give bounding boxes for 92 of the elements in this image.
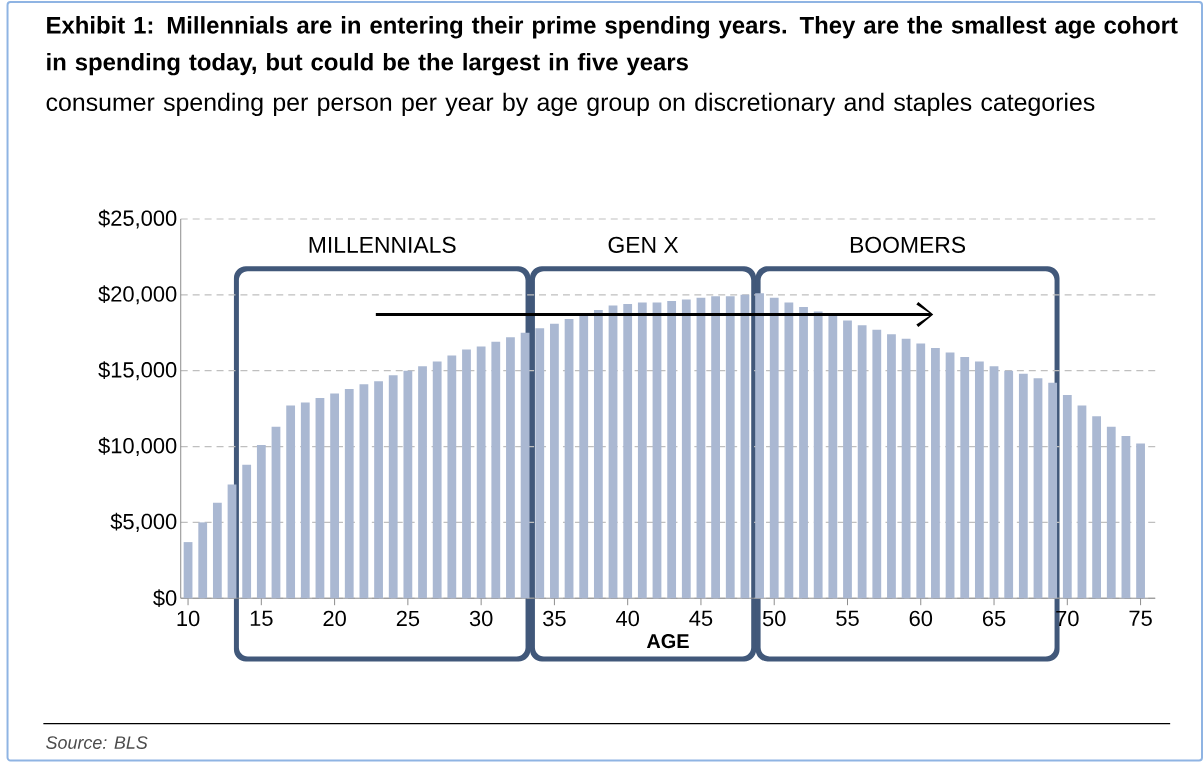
bar: [960, 356, 970, 598]
bar: [799, 306, 808, 598]
bar: [696, 297, 706, 598]
annotation: MILLENNIALS: [309, 236, 456, 253]
bar: [1004, 370, 1014, 598]
bar: [1048, 382, 1058, 598]
chart-subtitle: consumer spending per person per year by age group on discretionary and staples categories: [46, 92, 1095, 116]
bar: [652, 302, 662, 598]
bar: [300, 402, 310, 598]
bar: [374, 381, 383, 598]
x-tick-label: 30: [469, 610, 493, 626]
bar: [623, 303, 633, 598]
bar: [593, 309, 603, 598]
bar: [1077, 405, 1087, 598]
x-axis-title: AGE: [646, 633, 689, 648]
x-tick-label: 35: [543, 610, 566, 626]
bar: [1136, 443, 1145, 598]
y-tick-label: $0: [153, 589, 177, 607]
bar: [418, 365, 427, 598]
bar: [535, 327, 545, 598]
bar: [242, 464, 252, 598]
bar: [725, 296, 735, 598]
x-tick-label: 20: [323, 610, 346, 626]
bar: [1106, 426, 1116, 598]
bar: [432, 361, 442, 598]
bar: [989, 365, 999, 598]
bar: [447, 355, 457, 598]
bar: [608, 305, 618, 598]
bar: [813, 311, 823, 598]
bar: [388, 375, 398, 598]
y-tick-label: $10,000: [98, 436, 177, 456]
x-tick-label: 60: [909, 610, 933, 626]
chart-title: Exhibit 1: Millennials are in entering their prime spending years. They are the smallest age cohort in spending today, but could be the largest in five years: [47, 15, 1178, 76]
x-tick-label: 40: [616, 610, 639, 626]
bar: [711, 296, 720, 598]
bar: [520, 332, 530, 598]
y-tick-label: $20,000: [98, 285, 177, 305]
bar: [887, 334, 896, 598]
bar: [945, 352, 955, 598]
bar: [769, 297, 779, 598]
bar: [564, 318, 574, 598]
bar: [931, 347, 940, 598]
source-note: Source: BLS: [46, 735, 148, 749]
bar: [491, 341, 501, 598]
bar: [843, 320, 852, 598]
bar: [506, 337, 515, 598]
bar: [681, 299, 691, 598]
y-tick-label: $5,000: [110, 512, 177, 532]
x-tick-label: 10: [177, 610, 200, 626]
bar: [579, 315, 589, 598]
x-tick-label: 75: [1129, 610, 1152, 626]
y-tick-label: $15,000: [98, 360, 177, 380]
bar: [271, 426, 281, 598]
bar: [330, 393, 339, 598]
bar: [755, 293, 764, 598]
bar: [740, 294, 750, 598]
x-tick-label: 25: [396, 610, 420, 626]
bar: [974, 361, 984, 598]
bar: [784, 302, 794, 598]
bar: [403, 370, 413, 598]
bar: [828, 315, 838, 598]
x-tick-label: 15: [250, 610, 273, 626]
bar: [462, 349, 471, 598]
bar: [637, 302, 647, 598]
annotation: BOOMERS: [850, 236, 966, 253]
bar: [256, 444, 266, 598]
bar: [183, 541, 193, 598]
x-tick-label: 55: [836, 610, 859, 626]
bar: [901, 338, 911, 598]
x-tick-label: 45: [689, 610, 713, 626]
bar: [1092, 415, 1102, 598]
bar: [476, 346, 486, 598]
x-tick-label: 50: [762, 610, 786, 626]
bar: [1121, 435, 1131, 598]
bar: [359, 384, 369, 598]
bar: [344, 388, 354, 598]
bar: [872, 329, 882, 598]
bar: [667, 300, 677, 598]
bar: [857, 324, 867, 598]
bar: [550, 323, 559, 598]
bar: [1018, 373, 1028, 598]
bar: [916, 343, 926, 598]
bar: [198, 522, 208, 598]
annotation: GEN X: [608, 236, 679, 253]
bar: [227, 484, 237, 598]
bar: [1062, 394, 1072, 598]
bar: [212, 502, 222, 598]
bar: [286, 405, 296, 598]
bar: [1033, 378, 1043, 598]
x-tick-label: 65: [982, 610, 1006, 626]
bar: [315, 397, 325, 598]
y-tick-label: $25,000: [98, 209, 177, 229]
